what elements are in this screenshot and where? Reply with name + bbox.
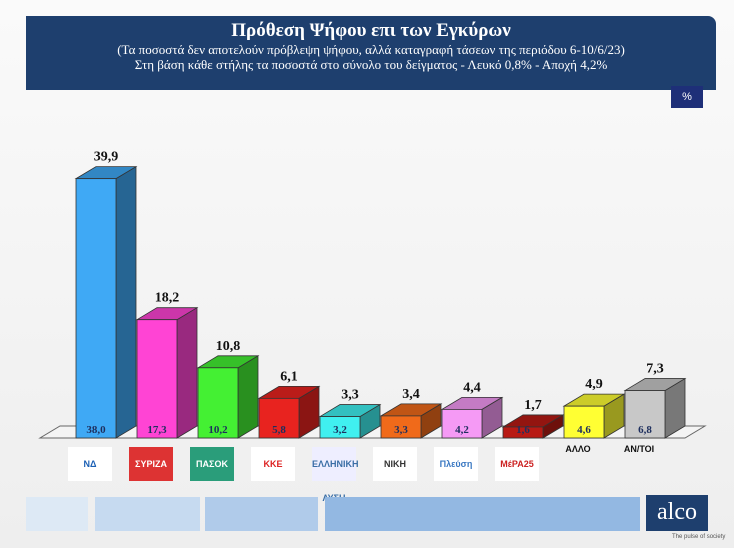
footer-panel <box>26 497 88 531</box>
data-label-valid: 4,4 <box>463 380 481 395</box>
bar-side <box>176 306 198 439</box>
data-label-sample: 3,2 <box>333 424 347 436</box>
bar-8 <box>563 405 605 439</box>
data-label-valid: 6,1 <box>280 369 298 384</box>
unit-badge: % <box>671 86 703 108</box>
data-label-valid: 3,3 <box>341 388 359 403</box>
data-label-valid: 18,2 <box>155 291 180 306</box>
footer-panel <box>95 497 200 531</box>
data-label-valid: 1,7 <box>524 398 542 413</box>
alco-logo: alco <box>646 495 708 531</box>
bar-side <box>237 355 259 439</box>
chart-subtitle-2: Στη βάση κάθε στήλης τα ποσοστά στο σύνο… <box>134 57 608 72</box>
party-logo-2: ΠΑΣΟΚ <box>190 447 234 481</box>
party-logo-8: ΑΛΛΟ <box>565 444 591 454</box>
data-label-sample: 3,3 <box>394 424 408 436</box>
data-label-valid: 3,4 <box>402 387 420 402</box>
data-label-sample: 5,8 <box>272 424 286 436</box>
data-label-sample: 1,6 <box>516 424 530 436</box>
footer-panel <box>205 497 318 531</box>
bar-5 <box>380 415 422 439</box>
bar-7 <box>502 426 544 439</box>
party-logo-5: ΝΙΚΗ <box>373 447 417 481</box>
data-label-sample: 6,8 <box>638 424 652 436</box>
bar-side <box>115 165 137 439</box>
bar-6 <box>441 408 483 439</box>
data-label-sample: 10,2 <box>208 424 228 436</box>
party-logo-7: ΜέΡΑ25 <box>495 447 539 481</box>
party-logo-3: ΚΚΕ <box>251 447 295 481</box>
chart-header: Πρόθεση Ψήφου επι των Εγκύρων (Τα ποσοστ… <box>26 16 716 90</box>
party-logo-0: ΝΔ <box>68 447 112 481</box>
party-logo-6: Πλεύση <box>434 447 478 481</box>
data-label-sample: 4,6 <box>577 424 591 436</box>
bar-1 <box>136 319 178 439</box>
chart-subtitle-1: (Τα ποσοστά δεν αποτελούν πρόβλεψη ψήφου… <box>117 42 625 57</box>
data-label-sample: 38,0 <box>86 424 106 436</box>
bar-3 <box>258 397 300 439</box>
alco-tagline: The pulse of society <box>672 534 726 540</box>
data-label-valid: 39,9 <box>94 150 119 165</box>
data-label-sample: 4,2 <box>455 424 469 436</box>
bar-9 <box>624 390 666 439</box>
data-label-sample: 17,3 <box>147 424 167 436</box>
chart-title: Πρόθεση Ψήφου επι των Εγκύρων <box>231 20 511 41</box>
party-logo-9: ΑΝ/ΤΟΙ <box>623 444 655 454</box>
data-label-valid: 10,8 <box>216 339 241 354</box>
data-label-valid: 4,9 <box>585 377 603 392</box>
party-logo-4: ΕΛΛΗΝΙΚΗ ΛΥΣΗ <box>312 447 359 503</box>
bar-2 <box>197 367 239 439</box>
bar-4 <box>319 416 361 439</box>
party-logo-1: ΣΥΡΙΖΑ <box>129 447 173 481</box>
footer-panel <box>325 497 640 531</box>
bar-0 <box>75 178 117 439</box>
data-label-valid: 7,3 <box>646 362 664 377</box>
